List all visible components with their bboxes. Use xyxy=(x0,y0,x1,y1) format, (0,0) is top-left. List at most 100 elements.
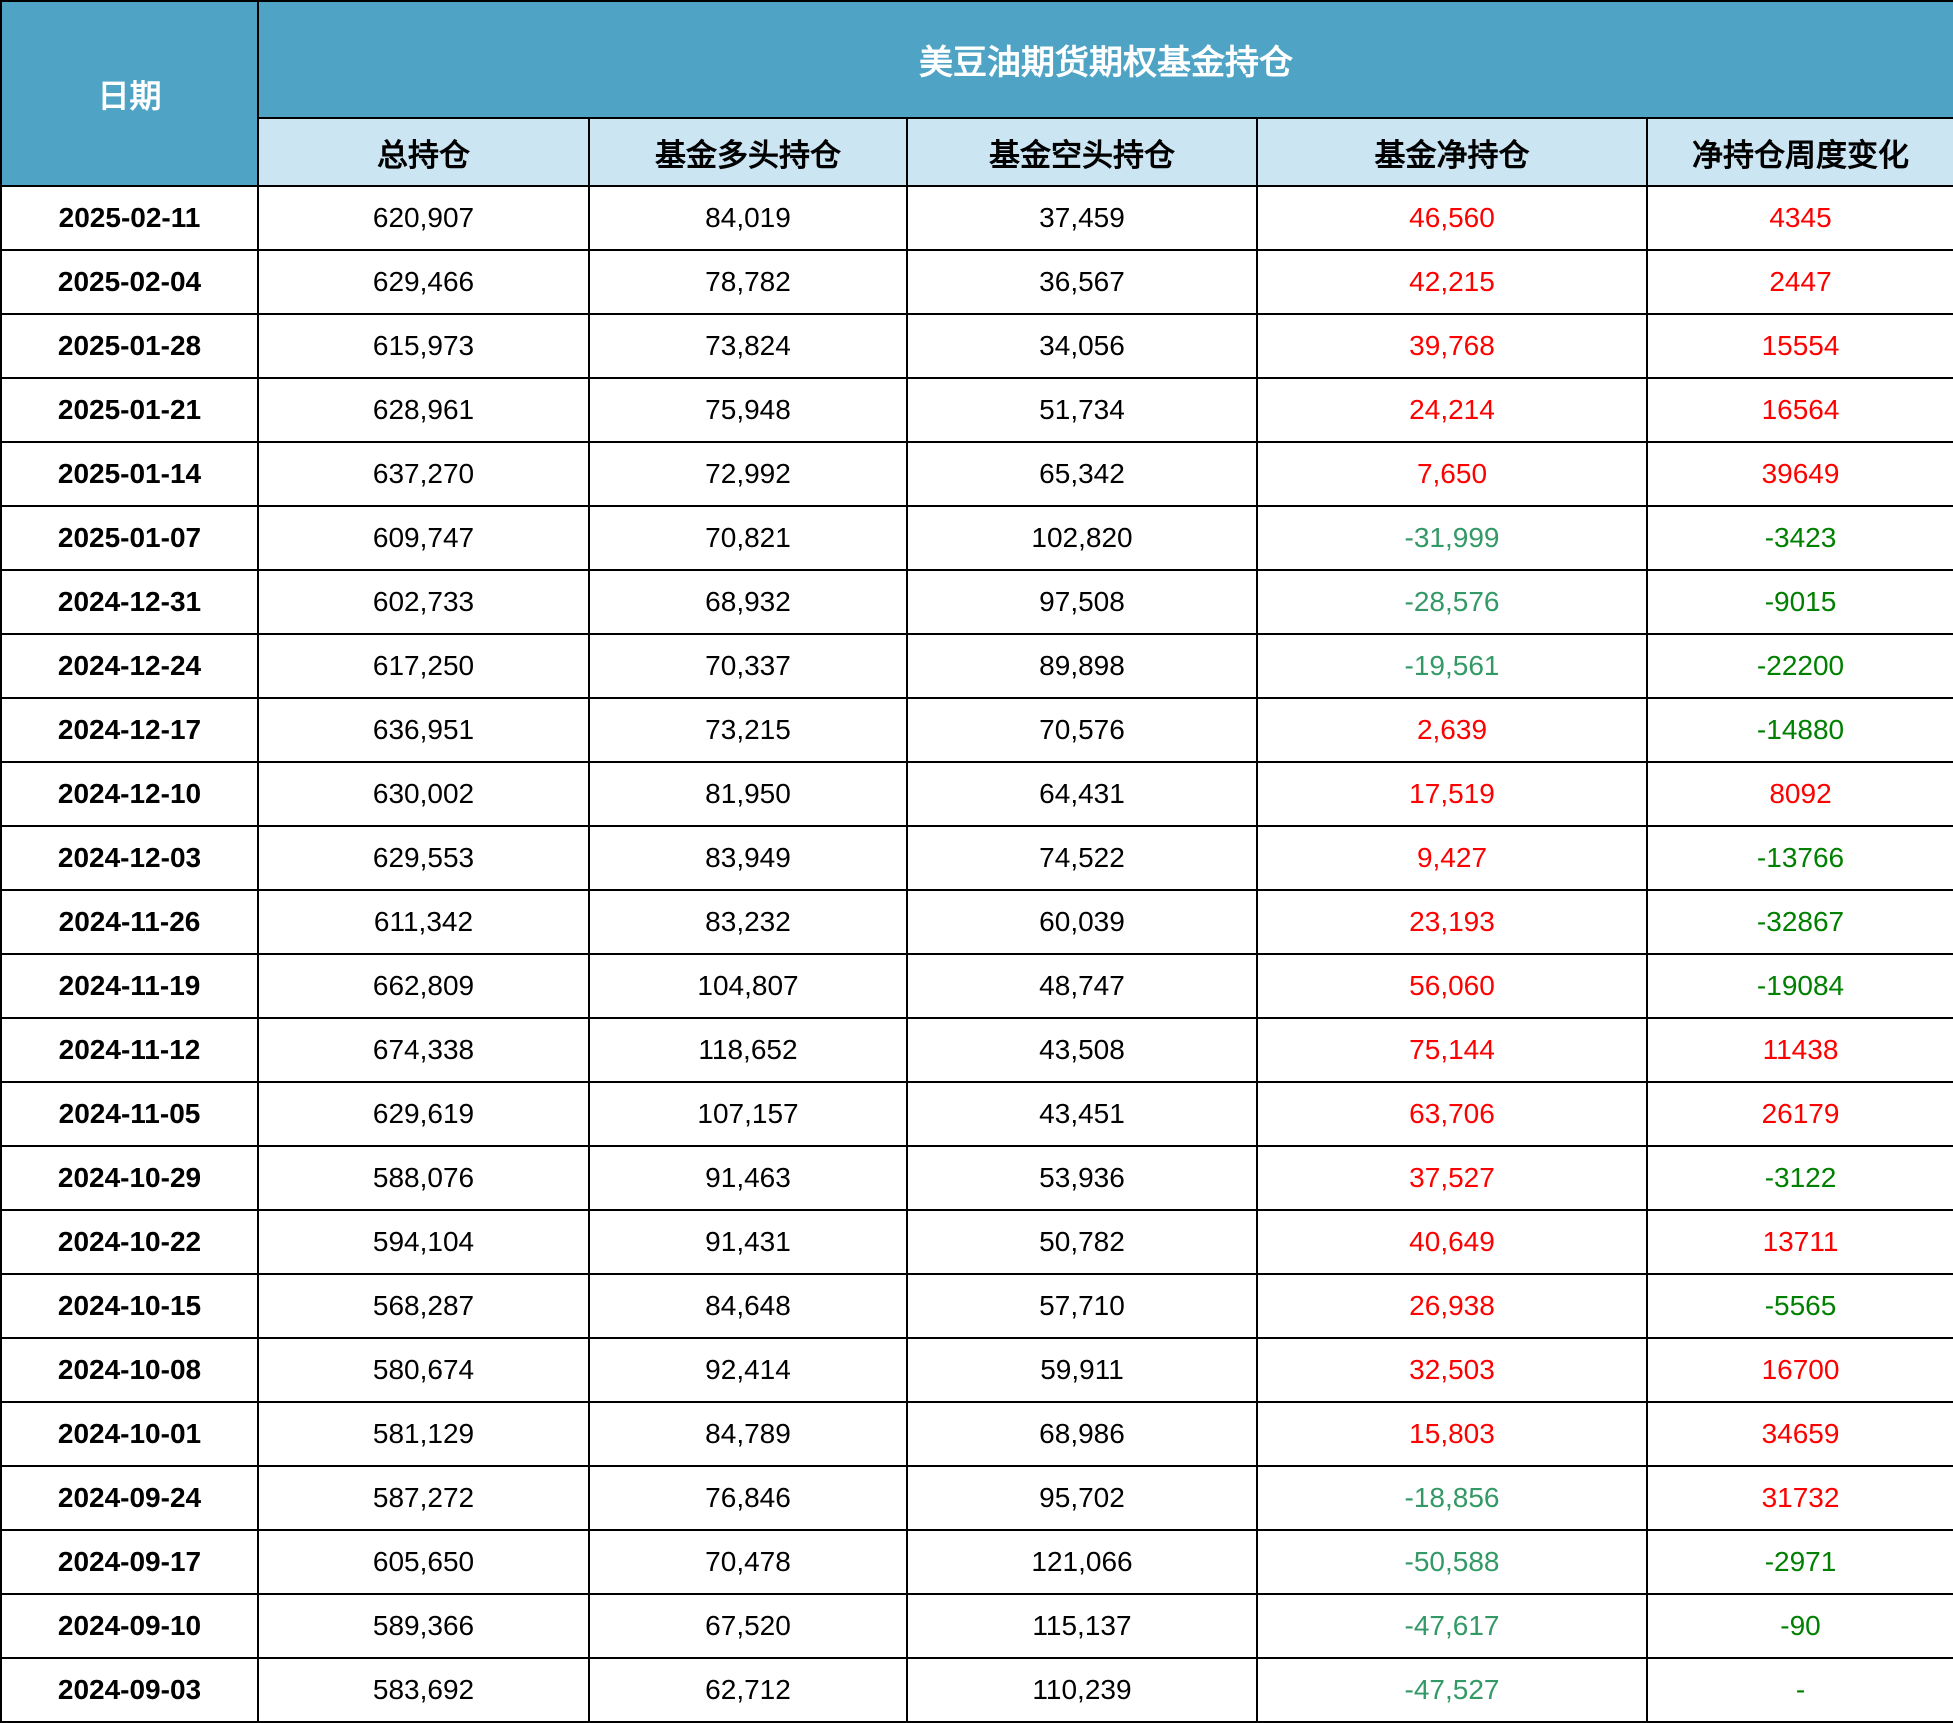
column-header-total-position: 总持仓 xyxy=(257,117,590,187)
net-weekly-change-cell: 11438 xyxy=(1645,1017,1953,1083)
table-row: 2025-01-14 637,270 72,992 65,342 7,650 39649 xyxy=(0,441,1953,507)
fund-short-cell: 102,820 xyxy=(906,505,1258,571)
fund-short-cell: 36,567 xyxy=(906,249,1258,315)
table-row: 2025-02-11 620,907 84,019 37,459 46,560 4345 xyxy=(0,185,1953,251)
table-row: 2024-10-08 580,674 92,414 59,911 32,503 16700 xyxy=(0,1337,1953,1403)
net-weekly-change-cell: 16564 xyxy=(1645,377,1953,443)
date-cell: 2024-10-01 xyxy=(0,1401,259,1467)
fund-long-cell: 62,712 xyxy=(588,1657,908,1723)
fund-net-cell: 56,060 xyxy=(1256,953,1648,1019)
fund-net-cell: 7,650 xyxy=(1256,441,1648,507)
column-header-fund-long: 基金多头持仓 xyxy=(588,117,908,187)
fund-long-cell: 84,648 xyxy=(588,1273,908,1339)
net-weekly-change-cell: 16700 xyxy=(1645,1337,1953,1403)
net-weekly-change-cell: 15554 xyxy=(1645,313,1953,379)
net-weekly-change-cell: 34659 xyxy=(1645,1401,1953,1467)
fund-long-cell: 91,463 xyxy=(588,1145,908,1211)
fund-long-cell: 75,948 xyxy=(588,377,908,443)
date-cell: 2024-10-22 xyxy=(0,1209,259,1275)
fund-long-cell: 104,807 xyxy=(588,953,908,1019)
fund-net-cell: -31,999 xyxy=(1256,505,1648,571)
date-cell: 2025-01-21 xyxy=(0,377,259,443)
fund-long-cell: 67,520 xyxy=(588,1593,908,1659)
total-position-cell: 630,002 xyxy=(257,761,590,827)
fund-short-cell: 59,911 xyxy=(906,1337,1258,1403)
fund-long-cell: 68,932 xyxy=(588,569,908,635)
fund-long-cell: 84,789 xyxy=(588,1401,908,1467)
net-weekly-change-cell: -3423 xyxy=(1645,505,1953,571)
fund-net-cell: 24,214 xyxy=(1256,377,1648,443)
fund-short-cell: 50,782 xyxy=(906,1209,1258,1275)
fund-short-cell: 97,508 xyxy=(906,569,1258,635)
fund-net-cell: -28,576 xyxy=(1256,569,1648,635)
table-row: 2025-01-28 615,973 73,824 34,056 39,768 15554 xyxy=(0,313,1953,379)
total-position-cell: 580,674 xyxy=(257,1337,590,1403)
fund-short-cell: 115,137 xyxy=(906,1593,1258,1659)
fund-net-cell: -47,527 xyxy=(1256,1657,1648,1723)
fund-short-cell: 64,431 xyxy=(906,761,1258,827)
fund-long-cell: 92,414 xyxy=(588,1337,908,1403)
net-weekly-change-cell: - xyxy=(1645,1657,1953,1723)
net-weekly-change-cell: -14880 xyxy=(1645,697,1953,763)
date-cell: 2024-10-08 xyxy=(0,1337,259,1403)
fund-short-cell: 60,039 xyxy=(906,889,1258,955)
date-cell: 2024-12-24 xyxy=(0,633,259,699)
date-cell: 2024-11-12 xyxy=(0,1017,259,1083)
fund-long-cell: 81,950 xyxy=(588,761,908,827)
fund-short-cell: 89,898 xyxy=(906,633,1258,699)
date-cell: 2024-12-17 xyxy=(0,697,259,763)
total-position-cell: 605,650 xyxy=(257,1529,590,1595)
fund-long-cell: 91,431 xyxy=(588,1209,908,1275)
fund-net-cell: 2,639 xyxy=(1256,697,1648,763)
date-cell: 2024-09-03 xyxy=(0,1657,259,1723)
total-position-cell: 662,809 xyxy=(257,953,590,1019)
table-row: 2024-09-10 589,366 67,520 115,137 -47,617 -90 xyxy=(0,1593,1953,1659)
table-row: 2024-12-24 617,250 70,337 89,898 -19,561 -222… xyxy=(0,633,1953,699)
header-row-title: 日期 美豆油期货期权基金持仓 xyxy=(0,0,1953,187)
total-position-cell: 636,951 xyxy=(257,697,590,763)
fund-short-cell: 57,710 xyxy=(906,1273,1258,1339)
date-cell: 2024-12-31 xyxy=(0,569,259,635)
table-row: 2024-12-03 629,553 83,949 74,522 9,427 -13766 xyxy=(0,825,1953,891)
table-row: 2024-09-03 583,692 62,712 110,239 -47,527- xyxy=(0,1657,1953,1723)
fund-short-cell: 34,056 xyxy=(906,313,1258,379)
fund-short-cell: 121,066 xyxy=(906,1529,1258,1595)
fund-net-cell: 23,193 xyxy=(1256,889,1648,955)
table-row: 2024-09-17 605,650 70,478 121,066 -50,588 -29… xyxy=(0,1529,1953,1595)
net-weekly-change-cell: 39649 xyxy=(1645,441,1953,507)
total-position-cell: 568,287 xyxy=(257,1273,590,1339)
fund-net-cell: 63,706 xyxy=(1256,1081,1648,1147)
date-cell: 2024-09-17 xyxy=(0,1529,259,1595)
fund-long-cell: 76,846 xyxy=(588,1465,908,1531)
fund-long-cell: 118,652 xyxy=(588,1017,908,1083)
fund-net-cell: 39,768 xyxy=(1256,313,1648,379)
fund-short-cell: 37,459 xyxy=(906,185,1258,251)
net-weekly-change-cell: -90 xyxy=(1645,1593,1953,1659)
total-position-cell: 611,342 xyxy=(257,889,590,955)
net-weekly-change-cell: -19084 xyxy=(1645,953,1953,1019)
fund-long-cell: 73,824 xyxy=(588,313,908,379)
fund-net-cell: 17,519 xyxy=(1256,761,1648,827)
table-title: 美豆油期货期权基金持仓 xyxy=(256,0,1953,119)
net-weekly-change-cell: 4345 xyxy=(1645,185,1953,251)
table-row: 2024-11-26 611,342 83,232 60,039 23,193 -3286… xyxy=(0,889,1953,955)
fund-net-cell: 46,560 xyxy=(1256,185,1648,251)
fund-net-cell: -47,617 xyxy=(1256,1593,1648,1659)
total-position-cell: 620,907 xyxy=(257,185,590,251)
net-weekly-change-cell: -3122 xyxy=(1645,1145,1953,1211)
table-row: 2024-11-05 629,619 107,157 43,451 63,706 2617… xyxy=(0,1081,1953,1147)
table-row: 2024-11-19 662,809 104,807 48,747 56,060 -190… xyxy=(0,953,1953,1019)
fund-long-cell: 72,992 xyxy=(588,441,908,507)
total-position-cell: 617,250 xyxy=(257,633,590,699)
net-weekly-change-cell: -2971 xyxy=(1645,1529,1953,1595)
table-row: 2024-12-31 602,733 68,932 97,508 -28,576 -901… xyxy=(0,569,1953,635)
net-weekly-change-cell: -13766 xyxy=(1645,825,1953,891)
date-cell: 2024-12-03 xyxy=(0,825,259,891)
total-position-cell: 588,076 xyxy=(257,1145,590,1211)
date-cell: 2025-01-14 xyxy=(0,441,259,507)
header-row-columns: 总持仓 基金多头持仓 基金空头持仓 基金净持仓 净持仓周度变化 xyxy=(1,117,1953,187)
total-position-cell: 629,553 xyxy=(257,825,590,891)
fund-short-cell: 70,576 xyxy=(906,697,1258,763)
net-weekly-change-cell: 31732 xyxy=(1645,1465,1953,1531)
total-position-cell: 674,338 xyxy=(257,1017,590,1083)
